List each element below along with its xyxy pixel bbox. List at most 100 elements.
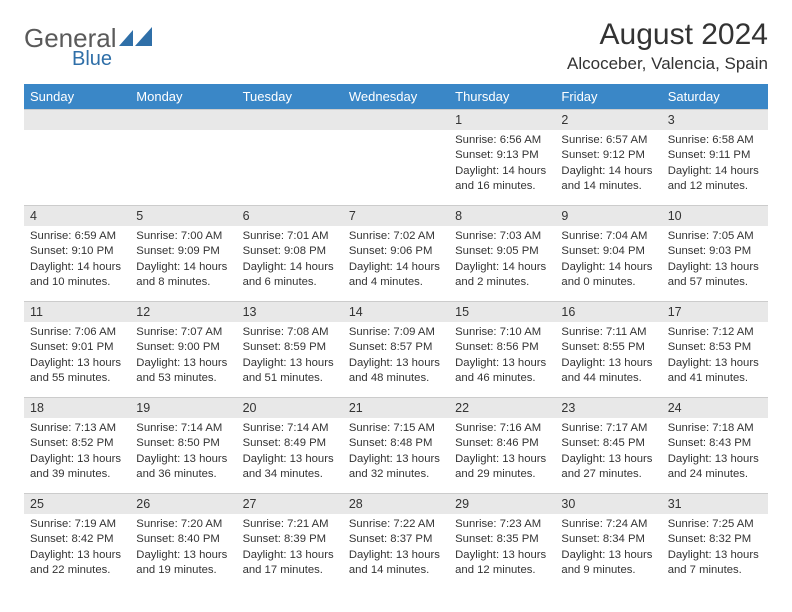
sunrise-line: Sunrise: 7:04 AM — [561, 229, 655, 244]
day-number: 11 — [24, 301, 130, 322]
daylight-line: Daylight: 13 hours and 48 minutes. — [349, 356, 443, 387]
calendar-day-cell: 27Sunrise: 7:21 AMSunset: 8:39 PMDayligh… — [237, 493, 343, 589]
weekday-header: Wednesday — [343, 84, 449, 109]
day-number: 10 — [662, 205, 768, 226]
day-body: Sunrise: 7:05 AMSunset: 9:03 PMDaylight:… — [662, 226, 768, 296]
sunset-line: Sunset: 9:05 PM — [455, 244, 549, 259]
sunset-line: Sunset: 8:46 PM — [455, 436, 549, 451]
title-block: August 2024 Alcoceber, Valencia, Spain — [567, 18, 768, 74]
calendar-day-cell — [24, 109, 130, 205]
sunset-line: Sunset: 9:08 PM — [243, 244, 337, 259]
sunrise-line: Sunrise: 7:14 AM — [136, 421, 230, 436]
sunset-line: Sunset: 8:53 PM — [668, 340, 762, 355]
calendar-day-cell: 20Sunrise: 7:14 AMSunset: 8:49 PMDayligh… — [237, 397, 343, 493]
daylight-line: Daylight: 14 hours and 12 minutes. — [668, 164, 762, 195]
day-body: Sunrise: 7:16 AMSunset: 8:46 PMDaylight:… — [449, 418, 555, 488]
calendar-day-cell: 15Sunrise: 7:10 AMSunset: 8:56 PMDayligh… — [449, 301, 555, 397]
weekday-header: Tuesday — [237, 84, 343, 109]
sunrise-line: Sunrise: 7:06 AM — [30, 325, 124, 340]
day-number: 3 — [662, 109, 768, 130]
sunset-line: Sunset: 9:11 PM — [668, 148, 762, 163]
daylight-line: Daylight: 14 hours and 6 minutes. — [243, 260, 337, 291]
sunset-line: Sunset: 8:39 PM — [243, 532, 337, 547]
day-number: 28 — [343, 493, 449, 514]
calendar-day-cell — [237, 109, 343, 205]
sunset-line: Sunset: 8:56 PM — [455, 340, 549, 355]
daylight-line: Daylight: 13 hours and 53 minutes. — [136, 356, 230, 387]
day-body: Sunrise: 7:03 AMSunset: 9:05 PMDaylight:… — [449, 226, 555, 296]
day-number: 14 — [343, 301, 449, 322]
sunset-line: Sunset: 8:35 PM — [455, 532, 549, 547]
calendar-day-cell: 13Sunrise: 7:08 AMSunset: 8:59 PMDayligh… — [237, 301, 343, 397]
daylight-line: Daylight: 14 hours and 0 minutes. — [561, 260, 655, 291]
sunrise-line: Sunrise: 7:18 AM — [668, 421, 762, 436]
day-body: Sunrise: 7:12 AMSunset: 8:53 PMDaylight:… — [662, 322, 768, 392]
calendar-day-cell: 29Sunrise: 7:23 AMSunset: 8:35 PMDayligh… — [449, 493, 555, 589]
day-body: Sunrise: 7:00 AMSunset: 9:09 PMDaylight:… — [130, 226, 236, 296]
day-body: Sunrise: 7:09 AMSunset: 8:57 PMDaylight:… — [343, 322, 449, 392]
sunrise-line: Sunrise: 7:21 AM — [243, 517, 337, 532]
weekday-header: Sunday — [24, 84, 130, 109]
calendar-day-cell: 16Sunrise: 7:11 AMSunset: 8:55 PMDayligh… — [555, 301, 661, 397]
day-body: Sunrise: 7:15 AMSunset: 8:48 PMDaylight:… — [343, 418, 449, 488]
sunset-line: Sunset: 9:01 PM — [30, 340, 124, 355]
day-number: 15 — [449, 301, 555, 322]
header: General Blue August 2024 Alcoceber, Vale… — [24, 18, 768, 74]
calendar-day-cell: 24Sunrise: 7:18 AMSunset: 8:43 PMDayligh… — [662, 397, 768, 493]
daylight-line: Daylight: 13 hours and 46 minutes. — [455, 356, 549, 387]
sunrise-line: Sunrise: 7:09 AM — [349, 325, 443, 340]
weekday-header: Saturday — [662, 84, 768, 109]
day-number: 6 — [237, 205, 343, 226]
day-number: 4 — [24, 205, 130, 226]
day-number — [130, 109, 236, 130]
sunset-line: Sunset: 8:50 PM — [136, 436, 230, 451]
weekday-header-row: Sunday Monday Tuesday Wednesday Thursday… — [24, 84, 768, 109]
sunset-line: Sunset: 9:04 PM — [561, 244, 655, 259]
sunset-line: Sunset: 8:49 PM — [243, 436, 337, 451]
daylight-line: Daylight: 13 hours and 55 minutes. — [30, 356, 124, 387]
day-body: Sunrise: 6:56 AMSunset: 9:13 PMDaylight:… — [449, 130, 555, 200]
calendar-day-cell: 7Sunrise: 7:02 AMSunset: 9:06 PMDaylight… — [343, 205, 449, 301]
calendar-day-cell: 3Sunrise: 6:58 AMSunset: 9:11 PMDaylight… — [662, 109, 768, 205]
daylight-line: Daylight: 14 hours and 8 minutes. — [136, 260, 230, 291]
calendar-day-cell: 22Sunrise: 7:16 AMSunset: 8:46 PMDayligh… — [449, 397, 555, 493]
calendar-day-cell: 25Sunrise: 7:19 AMSunset: 8:42 PMDayligh… — [24, 493, 130, 589]
calendar-day-cell: 26Sunrise: 7:20 AMSunset: 8:40 PMDayligh… — [130, 493, 236, 589]
day-number: 2 — [555, 109, 661, 130]
daylight-line: Daylight: 14 hours and 14 minutes. — [561, 164, 655, 195]
day-body: Sunrise: 7:21 AMSunset: 8:39 PMDaylight:… — [237, 514, 343, 584]
day-number: 16 — [555, 301, 661, 322]
day-body — [130, 130, 236, 190]
day-number: 19 — [130, 397, 236, 418]
daylight-line: Daylight: 13 hours and 9 minutes. — [561, 548, 655, 579]
sunrise-line: Sunrise: 7:12 AM — [668, 325, 762, 340]
day-number: 22 — [449, 397, 555, 418]
sunrise-line: Sunrise: 7:24 AM — [561, 517, 655, 532]
sunset-line: Sunset: 8:40 PM — [136, 532, 230, 547]
daylight-line: Daylight: 14 hours and 2 minutes. — [455, 260, 549, 291]
sunrise-line: Sunrise: 7:17 AM — [561, 421, 655, 436]
calendar-day-cell: 17Sunrise: 7:12 AMSunset: 8:53 PMDayligh… — [662, 301, 768, 397]
day-body: Sunrise: 7:23 AMSunset: 8:35 PMDaylight:… — [449, 514, 555, 584]
calendar-day-cell: 21Sunrise: 7:15 AMSunset: 8:48 PMDayligh… — [343, 397, 449, 493]
sunset-line: Sunset: 8:42 PM — [30, 532, 124, 547]
day-number: 26 — [130, 493, 236, 514]
day-number: 31 — [662, 493, 768, 514]
daylight-line: Daylight: 13 hours and 57 minutes. — [668, 260, 762, 291]
sunrise-line: Sunrise: 6:56 AM — [455, 133, 549, 148]
sunset-line: Sunset: 9:09 PM — [136, 244, 230, 259]
day-body: Sunrise: 7:01 AMSunset: 9:08 PMDaylight:… — [237, 226, 343, 296]
calendar-day-cell: 12Sunrise: 7:07 AMSunset: 9:00 PMDayligh… — [130, 301, 236, 397]
calendar-day-cell: 30Sunrise: 7:24 AMSunset: 8:34 PMDayligh… — [555, 493, 661, 589]
sunset-line: Sunset: 9:06 PM — [349, 244, 443, 259]
day-number — [24, 109, 130, 130]
calendar-day-cell — [130, 109, 236, 205]
calendar-day-cell: 4Sunrise: 6:59 AMSunset: 9:10 PMDaylight… — [24, 205, 130, 301]
calendar-week-row: 4Sunrise: 6:59 AMSunset: 9:10 PMDaylight… — [24, 205, 768, 301]
sunset-line: Sunset: 8:59 PM — [243, 340, 337, 355]
day-body: Sunrise: 7:20 AMSunset: 8:40 PMDaylight:… — [130, 514, 236, 584]
day-body: Sunrise: 7:08 AMSunset: 8:59 PMDaylight:… — [237, 322, 343, 392]
day-body: Sunrise: 7:18 AMSunset: 8:43 PMDaylight:… — [662, 418, 768, 488]
calendar-day-cell: 9Sunrise: 7:04 AMSunset: 9:04 PMDaylight… — [555, 205, 661, 301]
calendar-week-row: 25Sunrise: 7:19 AMSunset: 8:42 PMDayligh… — [24, 493, 768, 589]
